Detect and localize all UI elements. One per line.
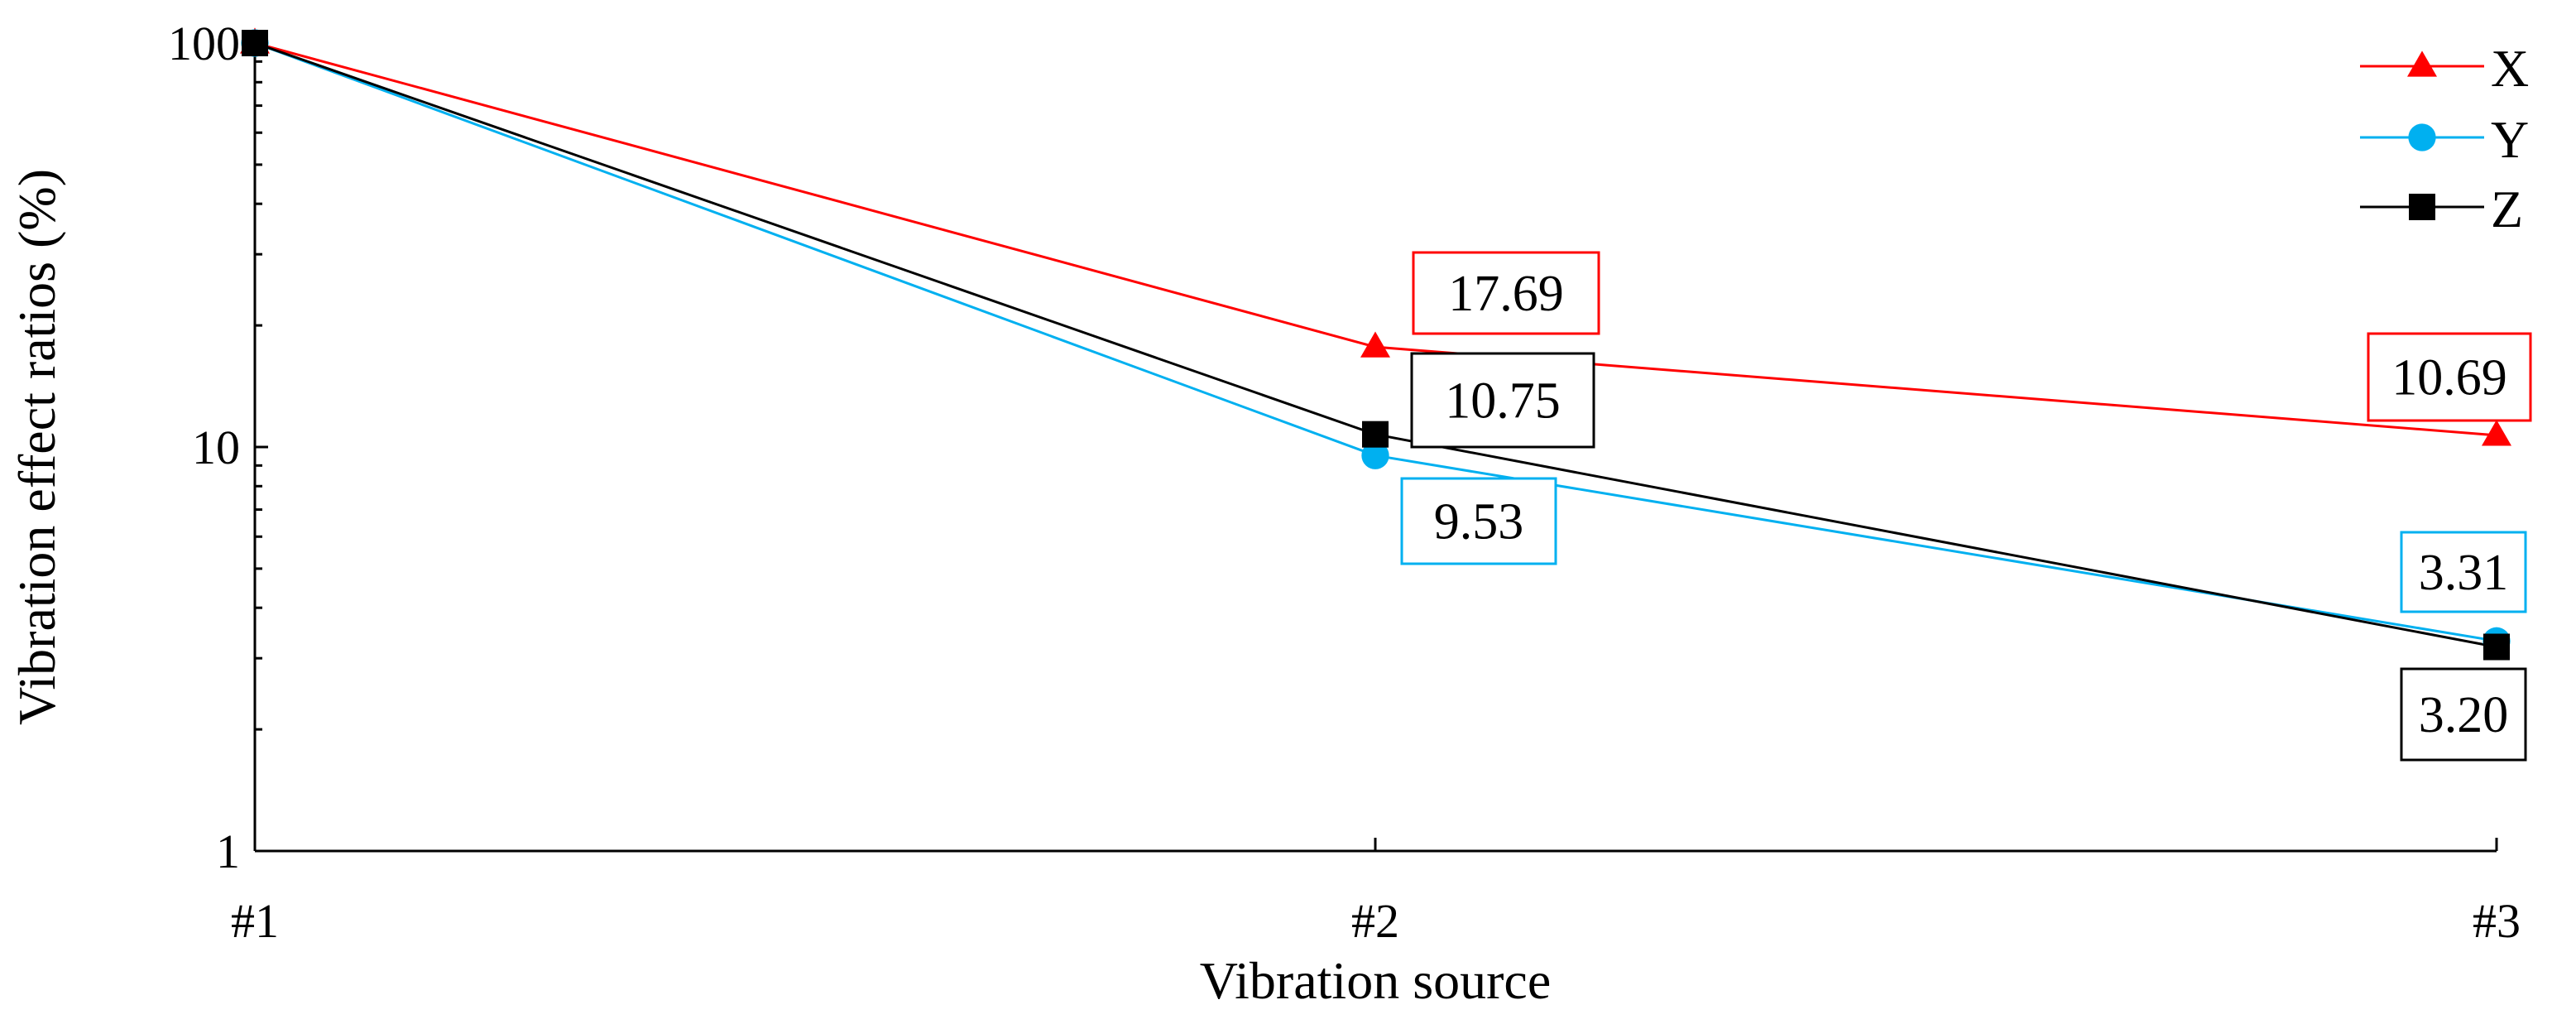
- legend-label-z: Z: [2491, 180, 2523, 238]
- data-label-y-3: 3.31: [2419, 545, 2509, 601]
- point-x-3: [2482, 420, 2511, 446]
- data-label-x-2: 17.69: [1448, 266, 1564, 322]
- data-label-x-3: 10.69: [2391, 350, 2507, 406]
- legend: XYZ: [2360, 39, 2529, 238]
- point-z-1: [242, 30, 268, 56]
- y-axis-title: Vibration effect ratios (%): [7, 169, 66, 725]
- point-z-2: [1362, 421, 1389, 448]
- y-ticks: 1 10 100: [168, 17, 268, 878]
- data-label-z-3: 3.20: [2419, 687, 2509, 743]
- x-ticks: #1 #2 #3: [231, 838, 2521, 948]
- series-markers: [240, 27, 2511, 661]
- data-labels: 17.69 10.69 9.53 3.31 10.75 3.20: [1400, 251, 2532, 762]
- data-label-box-x-2: [1412, 251, 1600, 335]
- data-label-box-x-3: [2367, 332, 2532, 422]
- x-tick-label: #2: [1351, 894, 1399, 948]
- data-label-box-y-2: [1400, 477, 1557, 565]
- data-label-box-z-3: [2400, 667, 2527, 762]
- legend-label-y: Y: [2491, 110, 2529, 169]
- y-tick-label: 1: [216, 824, 240, 878]
- data-label-z-2: 10.75: [1445, 373, 1561, 430]
- x-axis-title: Vibration source: [1200, 951, 1551, 1010]
- data-label-y-2: 9.53: [1434, 494, 1524, 550]
- x-tick-label: #3: [2473, 894, 2521, 948]
- data-label-box-y-3: [2400, 531, 2527, 613]
- legend-label-x: X: [2491, 39, 2529, 98]
- series-line-x: [254, 41, 2497, 437]
- point-y-2: [1361, 441, 1389, 469]
- point-x-2: [1360, 331, 1390, 358]
- point-z-3: [2483, 633, 2510, 661]
- legend-marker-y: [2408, 123, 2436, 151]
- y-tick-label: 10: [192, 421, 240, 474]
- legend-marker-z: [2409, 194, 2435, 220]
- y-tick-label: 100: [168, 17, 240, 70]
- legend-marker-x: [2407, 50, 2437, 77]
- x-tick-label: #1: [231, 894, 279, 948]
- data-label-box-z-2: [1410, 352, 1595, 449]
